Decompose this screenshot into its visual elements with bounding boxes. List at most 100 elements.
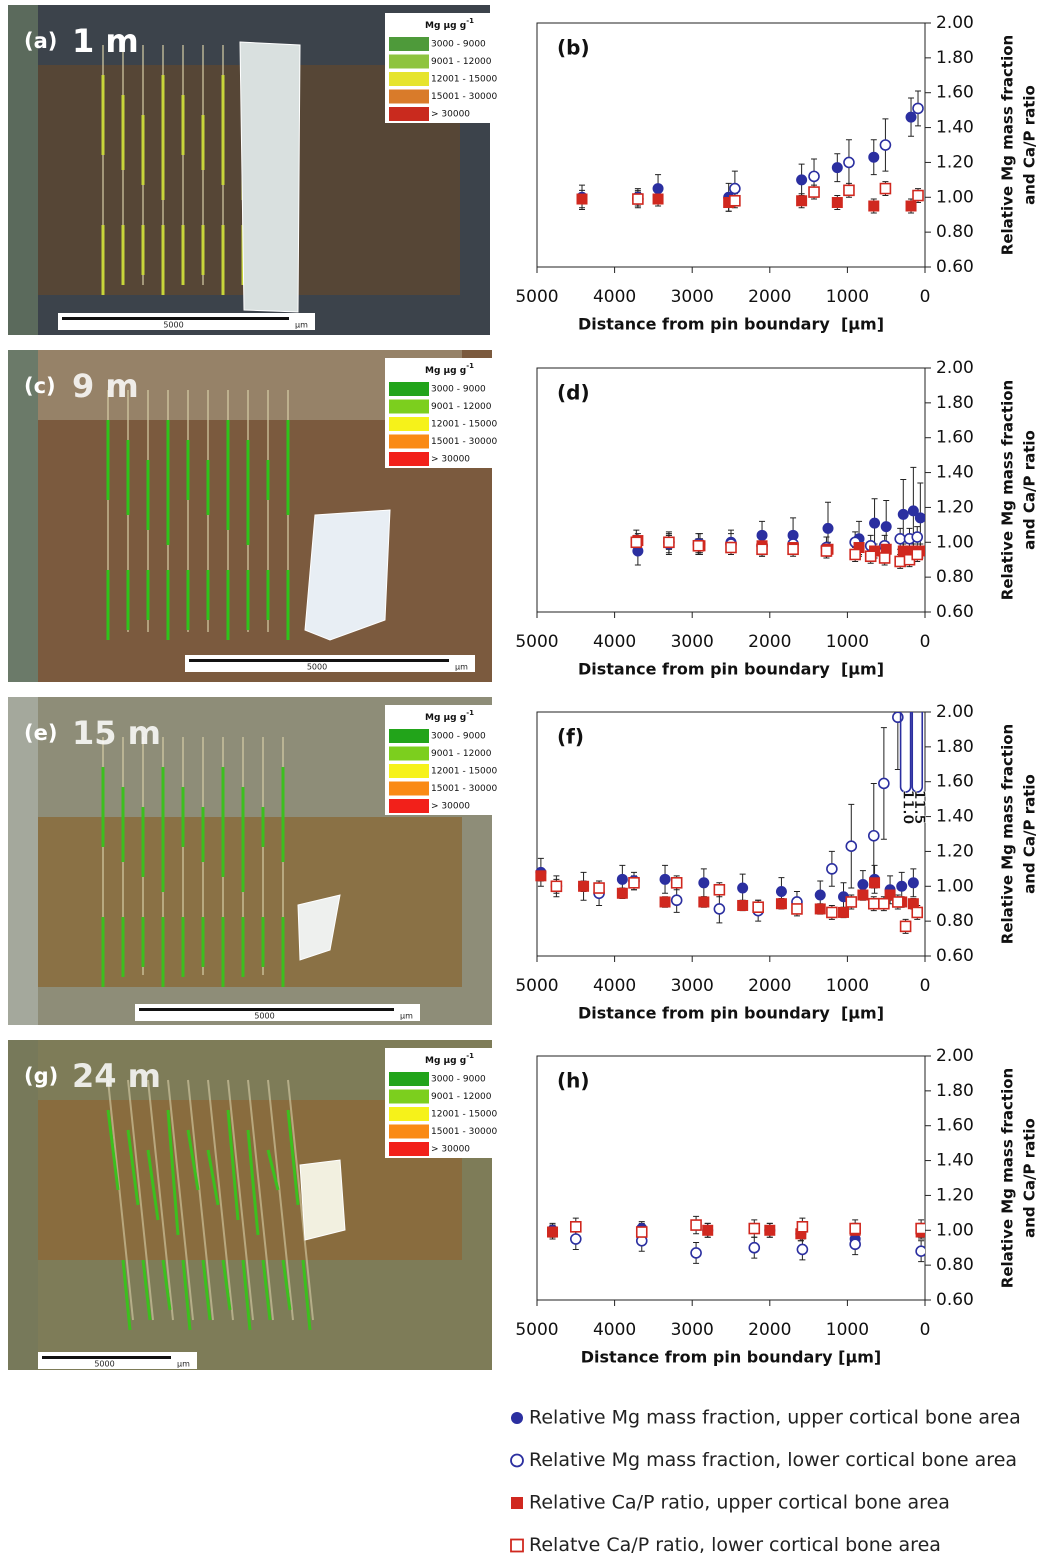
plot-area [576,90,924,214]
x-tick-label: 0 [920,1320,931,1340]
x-tick-label: 2000 [748,976,791,996]
marker [831,197,843,209]
ablation-line [207,1079,234,1321]
legend-label: > 30000 [431,455,470,465]
marker [911,531,924,543]
legend-swatch [389,1124,429,1139]
plot-area [630,466,925,569]
marker [756,529,768,541]
off-scale-bar [899,712,912,793]
legend-title: Mg µg g-1 [425,1052,474,1066]
ablation-line [227,1079,254,1321]
marker [659,896,671,908]
legend-label: 9001 - 12000 [431,57,492,67]
micrograph: (c) 9 m Mg µg g-1 3000 - 9000 9001 - 12000 12… [8,350,505,682]
marker [831,162,843,174]
marker [867,829,880,842]
y-tick-label: 1.80 [936,737,974,757]
y-tick-label: 2.00 [936,358,974,378]
scale-bar-box [58,313,315,330]
marker [896,880,908,892]
y-tick-label: 0.60 [936,257,974,277]
marker [659,873,671,885]
legend-title: Mg µg g-1 [425,362,474,376]
legend-swatch [389,399,429,414]
scale-unit: µm [455,663,468,672]
y-axis-label: and Ca/P ratio [1021,85,1039,205]
marker [907,505,919,517]
scale-bar [62,317,289,320]
legend-label: 12001 - 15000 [431,767,498,777]
marker [632,193,644,205]
marker [791,903,803,915]
legend-title-text: Mg µg g [425,366,466,376]
marker [822,522,834,534]
marker [879,139,892,151]
marker [914,512,925,524]
ablation-line [147,1079,174,1321]
legend-marker [511,1497,523,1509]
marker [550,880,563,893]
x-tick-label: 3000 [671,632,714,652]
marker [820,545,833,557]
plot-frame [536,1055,926,1301]
marker [897,508,909,520]
mg-trace [286,1109,300,1206]
marker [907,877,919,889]
marker [912,189,924,202]
marker [838,906,850,918]
legend-label: 3000 - 9000 [431,1075,486,1085]
marker [857,889,869,901]
y-tick-label: 2.00 [936,1046,974,1066]
x-tick-label: 4000 [593,976,636,996]
legend-marker [510,1453,524,1468]
marker [796,174,808,186]
marker [796,1243,809,1256]
marker [635,1226,648,1238]
chart: 0.60 0.80 1.00 1.20 1.40 1.60 1.80 2.00 5000 4000… [515,358,1038,679]
marker [616,873,628,885]
ablation-line [107,1079,134,1321]
marker [670,894,683,907]
value-label: 11.5 [911,790,927,825]
legend-label: 3000 - 9000 [431,732,486,742]
micrograph: (a) 1 m Mg µg g-1 3000 - 9000 9001 - 12000 12… [8,5,505,335]
marker [826,863,838,875]
scale-unit: µm [177,1360,190,1369]
marker [826,906,838,919]
mg-trace [281,1259,292,1311]
legend-swatch [389,452,429,466]
marker [892,896,904,908]
marker [690,1247,702,1259]
bone-region [38,817,462,987]
legend-swatch [389,729,429,743]
pin [304,509,391,641]
marker [867,897,880,910]
marker [535,870,547,882]
mg-trace [126,1129,140,1206]
legend-marker [510,1538,524,1553]
marker [787,543,799,556]
scale-bar [139,1008,394,1011]
marker [616,887,628,899]
panel-label: (g) [24,1064,58,1088]
panel-time: 9 m [72,367,139,405]
y-tick-label: 0.80 [936,222,974,242]
ablation-line [267,1079,294,1321]
legend-label: > 30000 [431,802,470,812]
mg-trace [206,1149,220,1206]
legend-label: 12001 - 15000 [431,75,498,85]
legend-label: 15001 - 30000 [431,92,498,102]
scale-bar [189,659,449,662]
x-tick-label: 4000 [593,632,636,652]
y-tick-label: 1.40 [936,463,974,483]
pin [239,41,301,313]
legend-title-text: Mg µg g [425,713,466,723]
marker [764,1224,776,1236]
ablation-line [287,1079,314,1321]
legend-swatch [389,781,429,796]
x-tick-label: 1000 [826,287,869,307]
marker [868,151,880,163]
legend-swatch [389,37,429,51]
y-tick-label: 1.80 [936,393,974,413]
